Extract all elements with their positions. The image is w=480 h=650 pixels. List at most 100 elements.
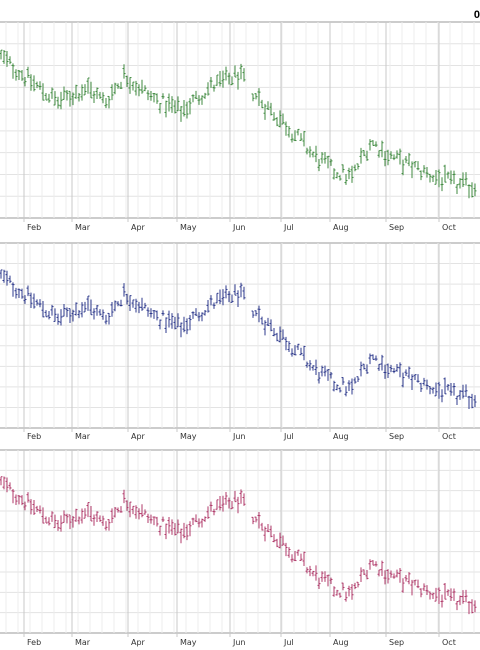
ohlc-bar bbox=[71, 516, 75, 528]
ohlc-bar bbox=[170, 96, 174, 113]
ohlc-bar bbox=[221, 70, 225, 88]
ohlc-bar bbox=[41, 83, 45, 101]
ohlc-bar bbox=[236, 290, 240, 307]
ohlc-bar bbox=[0, 49, 3, 60]
ohlc-bar bbox=[359, 567, 363, 582]
ohlc-bar bbox=[458, 595, 462, 606]
ohlc-bar bbox=[323, 365, 327, 377]
ohlc-bar bbox=[359, 361, 363, 377]
ohlc-bar bbox=[473, 600, 477, 613]
ohlc-bar bbox=[155, 310, 159, 321]
ohlc-bar bbox=[158, 525, 162, 536]
ohlc-bar bbox=[176, 519, 180, 534]
ohlc-bar bbox=[278, 532, 282, 549]
ohlc-bar bbox=[56, 96, 60, 109]
x-tick-label: Sep bbox=[389, 223, 404, 232]
ohlc-bar bbox=[368, 353, 372, 365]
ohlc-bar bbox=[302, 551, 306, 566]
ohlc-bar bbox=[14, 69, 18, 81]
ohlc-bar bbox=[350, 583, 354, 600]
ohlc-bar bbox=[65, 513, 69, 524]
ohlc-bar bbox=[383, 364, 387, 379]
ohlc-bar bbox=[104, 314, 108, 325]
ohlc-bar bbox=[374, 561, 378, 567]
x-tick-label: Jul bbox=[283, 432, 294, 441]
ohlc-bar bbox=[425, 379, 429, 390]
ohlc-bar bbox=[335, 384, 339, 391]
ohlc-bar bbox=[179, 106, 183, 122]
ohlc-bar bbox=[473, 395, 477, 408]
ohlc-bar bbox=[167, 516, 171, 534]
ohlc-bar bbox=[470, 393, 474, 409]
ohlc-bar bbox=[293, 130, 297, 142]
ohlc-bar bbox=[200, 95, 204, 105]
ohlc-bar bbox=[440, 177, 444, 192]
ohlc-bar bbox=[80, 508, 84, 524]
ohlc-bar bbox=[257, 88, 261, 106]
ohlc-bar bbox=[209, 295, 213, 306]
x-tick-label: May bbox=[180, 638, 197, 647]
ohlc-bar bbox=[134, 298, 138, 313]
ohlc-bar bbox=[233, 65, 237, 78]
ohlc-bar bbox=[356, 376, 360, 382]
ohlc-bar bbox=[461, 172, 465, 188]
ohlc-bar bbox=[392, 154, 396, 161]
ohlc-bar bbox=[110, 84, 114, 101]
ohlc-bar bbox=[56, 519, 60, 531]
ohlc-bar bbox=[317, 577, 321, 589]
ohlc-bar bbox=[308, 565, 312, 577]
x-tick-label: Jun bbox=[232, 638, 246, 647]
ohlc-bar bbox=[416, 579, 420, 589]
ohlc-bar bbox=[473, 183, 477, 197]
ohlc-bar bbox=[71, 92, 75, 106]
ohlc-bar bbox=[53, 308, 57, 322]
ohlc-bar bbox=[134, 80, 138, 96]
ohlc-bar bbox=[464, 384, 468, 398]
ohlc-bar bbox=[407, 572, 411, 585]
ohlc-bar bbox=[218, 289, 222, 304]
ohlc-bar bbox=[464, 589, 468, 603]
ohlc-bar bbox=[437, 169, 441, 188]
ohlc-bar bbox=[98, 309, 102, 316]
ohlc-bar bbox=[263, 320, 267, 336]
ohlc-bar bbox=[173, 316, 177, 330]
ohlc-bar bbox=[461, 384, 465, 399]
ohlc-bar bbox=[92, 308, 96, 320]
ohlc-bar bbox=[95, 87, 99, 100]
ohlc-bar bbox=[230, 294, 234, 303]
ohlc-bar bbox=[38, 505, 42, 514]
ohlc-bar bbox=[398, 362, 402, 378]
ohlc-bar bbox=[11, 488, 15, 504]
ohlc-bar bbox=[158, 102, 162, 114]
ohlc-bar bbox=[431, 175, 435, 182]
ohlc-bar bbox=[344, 174, 348, 185]
ohlc-bar bbox=[137, 301, 141, 314]
ohlc-bar bbox=[194, 308, 198, 316]
ohlc-bar bbox=[101, 92, 105, 104]
ohlc-bar bbox=[119, 81, 123, 89]
ohlc-bar bbox=[314, 359, 318, 376]
ohlc-bar bbox=[449, 382, 453, 396]
ohlc-bar bbox=[452, 170, 456, 185]
ohlc-bar bbox=[302, 345, 306, 361]
ohlc-bar bbox=[287, 341, 291, 352]
ohlc-bar bbox=[83, 84, 87, 96]
ohlc-bar bbox=[398, 148, 402, 165]
ohlc-bar bbox=[419, 170, 423, 181]
ohlc-bar bbox=[203, 516, 207, 522]
ohlc-bar bbox=[74, 302, 78, 316]
ohlc-bar bbox=[305, 361, 309, 368]
ohlc-bar bbox=[341, 164, 345, 173]
ohlc-bar bbox=[284, 121, 288, 136]
ohlc-bar bbox=[239, 282, 243, 298]
ohlc-bar bbox=[347, 380, 351, 391]
ohlc-bar bbox=[203, 310, 207, 316]
ohlc-bar bbox=[41, 300, 45, 318]
x-tick-label: May bbox=[180, 432, 197, 441]
ohlc-bar bbox=[149, 91, 153, 101]
ohlc-bar bbox=[296, 343, 300, 350]
ohlc-bar bbox=[407, 366, 411, 379]
x-tick-label: Oct bbox=[442, 638, 456, 647]
ohlc-bar bbox=[317, 372, 321, 384]
ohlc-bar bbox=[290, 348, 294, 357]
